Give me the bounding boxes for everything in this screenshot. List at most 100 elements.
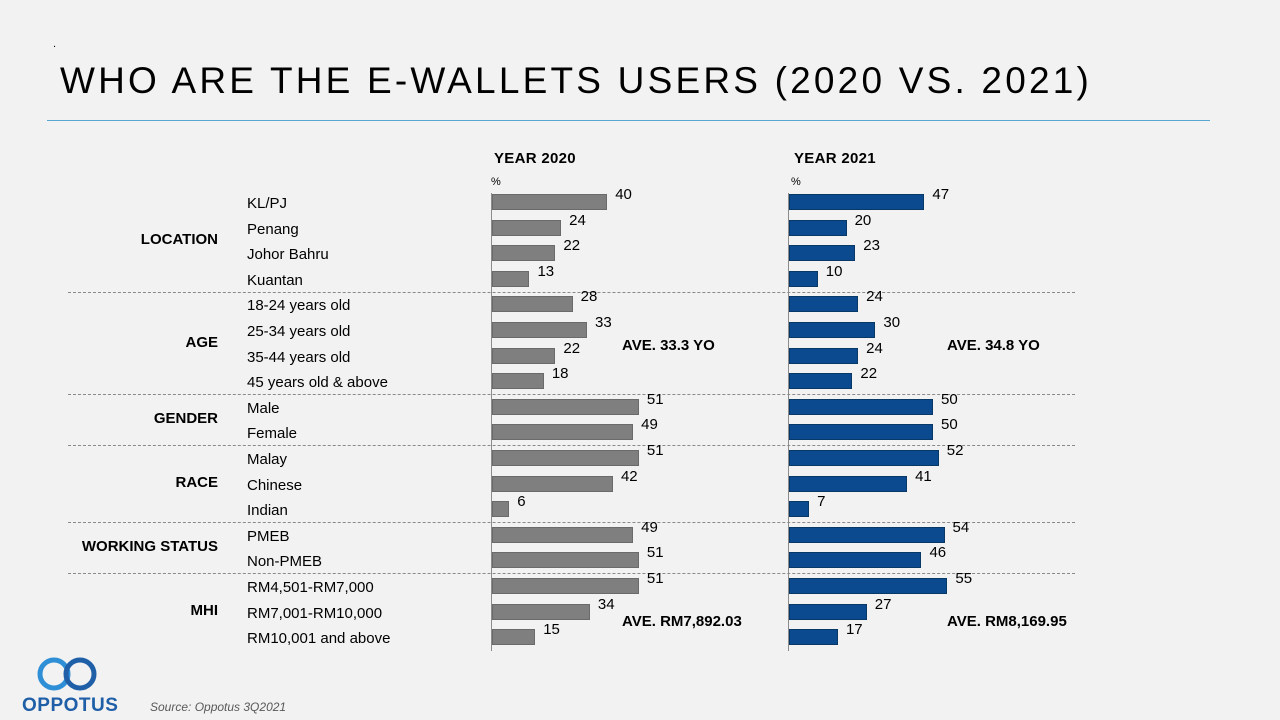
group-label-gender: GENDER (153, 410, 218, 428)
axis-2021 (788, 193, 789, 651)
group-separator (68, 394, 1075, 395)
bar-2021 (789, 501, 810, 518)
bar-2020 (492, 578, 639, 594)
value-label-2020: 18 (551, 365, 569, 383)
year-2020-header: YEAR 2020 (494, 150, 576, 167)
row-label: 18-24 years old (247, 297, 351, 315)
value-label-2020: 51 (646, 442, 664, 459)
row-label: Malay (247, 451, 288, 468)
oppotus-logo-icon (37, 657, 97, 691)
value-label-2020: 40 (615, 186, 632, 203)
value-label-2021: 17 (845, 621, 863, 639)
row-label: Indian (247, 502, 288, 520)
group-separator (68, 445, 1075, 447)
unit-label-2020: % (491, 176, 501, 188)
value-label-2020: 13 (537, 262, 555, 280)
value-label-2020: 22 (563, 339, 581, 357)
bar-2021 (789, 398, 933, 415)
value-label-2021: 50 (941, 390, 958, 408)
value-label-2020: 34 (597, 595, 615, 613)
value-label-2020: 15 (543, 621, 560, 639)
bar-2021 (789, 270, 818, 287)
value-label-2021: 41 (915, 467, 932, 485)
value-label-2021: 46 (929, 544, 947, 562)
group-label-mhi: MHI (190, 602, 219, 620)
value-label-2020: 24 (569, 211, 586, 229)
group-label-age: AGE (185, 333, 218, 351)
row-label: 45 years old & above (247, 374, 388, 392)
bar-2020 (492, 450, 639, 466)
bar-2020 (492, 219, 562, 236)
average-note-2021: AVE. 34.8 YO (947, 336, 1040, 354)
value-label-2020: 22 (563, 237, 581, 255)
bar-2021 (789, 450, 939, 466)
bar-2020 (492, 322, 588, 338)
row-label: Female (247, 425, 298, 443)
value-label-2021: 22 (860, 365, 878, 383)
value-label-2021: 30 (883, 314, 901, 331)
value-label-2020: 51 (646, 544, 664, 562)
row-label: Non-PMEB (247, 553, 323, 571)
group-separator (68, 573, 1075, 575)
value-label-2020: 33 (595, 314, 612, 331)
value-label-2020: 28 (580, 288, 598, 306)
value-label-2021: 24 (866, 288, 883, 306)
value-label-2021: 55 (955, 570, 973, 587)
bar-2020 (492, 526, 634, 543)
group-label-working-status: WORKING STATUS (81, 538, 218, 556)
bar-2020 (492, 373, 544, 390)
value-label-2020: 51 (646, 570, 664, 587)
value-label-2020: 49 (641, 416, 658, 434)
group-separator (68, 291, 1075, 293)
bar-2020 (492, 347, 556, 364)
row-label: 35-44 years old (247, 348, 351, 366)
row-label: PMEB (247, 527, 290, 545)
bar-2020 (492, 398, 639, 415)
group-separator (68, 522, 1075, 523)
bar-2021 (789, 603, 867, 620)
row-label: RM10,001 and above (247, 630, 391, 648)
value-label-2020: 42 (620, 467, 638, 485)
average-note-2020: AVE. 33.3 YO (622, 336, 715, 354)
title-dot: . (53, 38, 57, 50)
bar-2020 (492, 194, 608, 210)
bar-2021 (789, 578, 948, 594)
value-label-2021: 52 (946, 442, 964, 459)
bar-2020 (492, 603, 590, 620)
value-label-2021: 27 (874, 595, 892, 613)
unit-label-2021: % (791, 176, 801, 188)
bar-2021 (789, 245, 856, 262)
row-label: Johor Bahru (247, 246, 329, 264)
bar-2021 (789, 475, 908, 492)
value-label-2021: 23 (863, 237, 880, 255)
bar-2020 (492, 552, 639, 569)
value-label-2021: 47 (932, 186, 950, 203)
value-label-2021: 24 (866, 339, 883, 357)
logo-text: OPPOTUS (22, 695, 119, 716)
axis-2020 (491, 193, 492, 651)
row-label: 25-34 years old (247, 323, 351, 340)
source-note: Source: Oppotus 3Q2021 (150, 700, 287, 714)
row-label: Kuantan (247, 271, 303, 289)
value-label-2020: 51 (646, 390, 664, 408)
bar-2021 (789, 322, 876, 338)
bar-2021 (789, 526, 945, 543)
title-divider (47, 120, 1210, 121)
bar-2020 (492, 629, 536, 646)
bar-2020 (492, 475, 613, 492)
average-note-2021: AVE. RM8,169.95 (947, 612, 1067, 630)
year-2021-header: YEAR 2021 (794, 150, 876, 167)
bar-2021 (789, 424, 933, 441)
group-label-race: RACE (175, 474, 218, 492)
bar-2021 (789, 347, 859, 364)
bar-2020 (492, 501, 510, 518)
value-label-2020: 49 (641, 518, 658, 536)
value-label-2021: 20 (854, 211, 872, 229)
bar-2020 (492, 245, 556, 262)
row-label: Male (247, 399, 280, 417)
row-label: RM4,501-RM7,000 (247, 579, 374, 596)
value-label-2021: 50 (941, 416, 958, 434)
value-label-2021: 10 (825, 262, 843, 280)
value-label-2020: 6 (517, 493, 526, 511)
group-label-location: LOCATION (140, 231, 218, 249)
